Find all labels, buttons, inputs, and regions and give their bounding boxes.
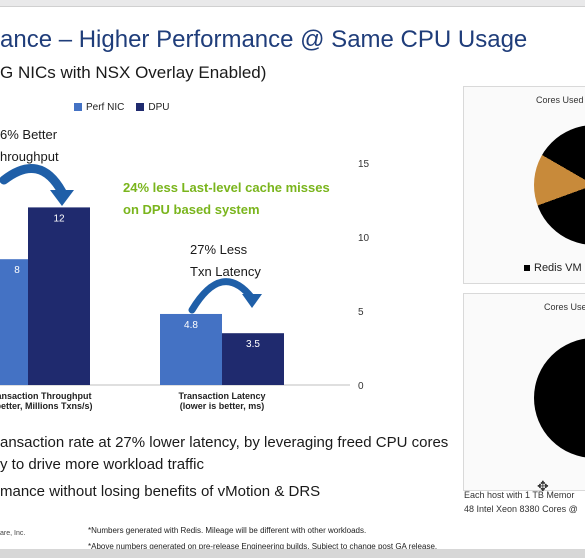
footer-copyright: are, Inc.	[0, 530, 26, 537]
bar-data-label: 12	[53, 213, 65, 224]
bar-data-label: 8	[14, 265, 20, 276]
latency-note-line1: 27% Less	[190, 242, 248, 257]
latency-arrow-head	[242, 294, 262, 308]
category-label: (lower is better, ms)	[180, 401, 265, 411]
throughput-percent-note: 6% Better	[0, 127, 58, 142]
footnote-2: *Above numbers generated on pre-release …	[88, 542, 438, 551]
bar-1-1	[222, 333, 284, 385]
throughput-word-note: hroughput	[0, 149, 59, 164]
chart-legend: Perf NIC DPU	[74, 102, 169, 113]
footnote-1: *Numbers generated with Redis. Mileage w…	[88, 526, 367, 535]
latency-note-line2: Txn Latency	[190, 264, 261, 279]
y-tick-label: 10	[358, 233, 370, 244]
y-tick-label: 0	[358, 381, 364, 392]
bullet-2: y to drive more workload traffic	[0, 456, 204, 473]
slide-title: ance – Higher Performance @ Same CPU Usa…	[0, 26, 528, 53]
latency-curve-arrow	[188, 278, 256, 314]
legend-label-perf-nic: Perf NIC	[86, 102, 125, 113]
throughput-curve-arrow	[0, 164, 67, 197]
host-note-line2: 48 Intel Xeon 8380 Cores @	[464, 504, 578, 514]
bullet-1: ansaction rate at 27% lower latency, by …	[0, 434, 449, 451]
panel-1-title: Cores Used	[536, 95, 584, 105]
slide-subtitle: G NICs with NSX Overlay Enabled)	[0, 63, 267, 82]
y-tick-label: 15	[358, 159, 370, 170]
cache-miss-note-line2: on DPU based system	[123, 202, 260, 217]
cores-used-panel-1: Cores Used Redis VM	[463, 86, 585, 284]
bar-1-0	[28, 207, 90, 385]
legend-swatch-perf-nic	[74, 103, 82, 112]
panel-2-pie	[534, 338, 585, 458]
panel-1-pie	[534, 125, 585, 245]
panel-2-title: Cores Use	[544, 302, 585, 312]
bar-chart: 0 5 10 15 8 4.8 12 3.5 ansaction Throughputbette…	[0, 159, 370, 411]
host-note-line1: Each host with 1 TB Memor	[464, 490, 575, 500]
bar-data-label: 4.8	[184, 320, 198, 331]
cache-miss-note-line1: 24% less Last-level cache misses	[123, 180, 330, 195]
bar-data-label: 3.5	[246, 339, 260, 350]
y-tick-label: 5	[358, 307, 364, 318]
move-cursor-icon: ✥	[537, 478, 549, 494]
cores-used-panel-2: Cores Use	[463, 293, 585, 491]
bar-0-1	[160, 313, 222, 385]
category-label: ansaction Throughput	[0, 391, 92, 401]
legend-label-dpu: DPU	[148, 102, 170, 113]
panel-1-legend: Redis VM	[524, 262, 582, 274]
panel-1-legend-label: Redis VM	[534, 262, 582, 274]
window-bottom-bar	[0, 549, 585, 558]
bullet-3: mance without losing benefits of vMotion…	[0, 483, 321, 500]
legend-dpu: DPU	[136, 102, 169, 113]
panel-1-legend-swatch	[524, 265, 530, 272]
category-label: better, Millions Txns/s)	[0, 401, 93, 411]
category-label: Transaction Latency	[178, 391, 265, 401]
window-top-bar	[0, 0, 585, 7]
legend-swatch-dpu	[136, 103, 145, 112]
throughput-arrow-head	[50, 190, 74, 206]
legend-perf-nic: Perf NIC	[74, 102, 124, 113]
